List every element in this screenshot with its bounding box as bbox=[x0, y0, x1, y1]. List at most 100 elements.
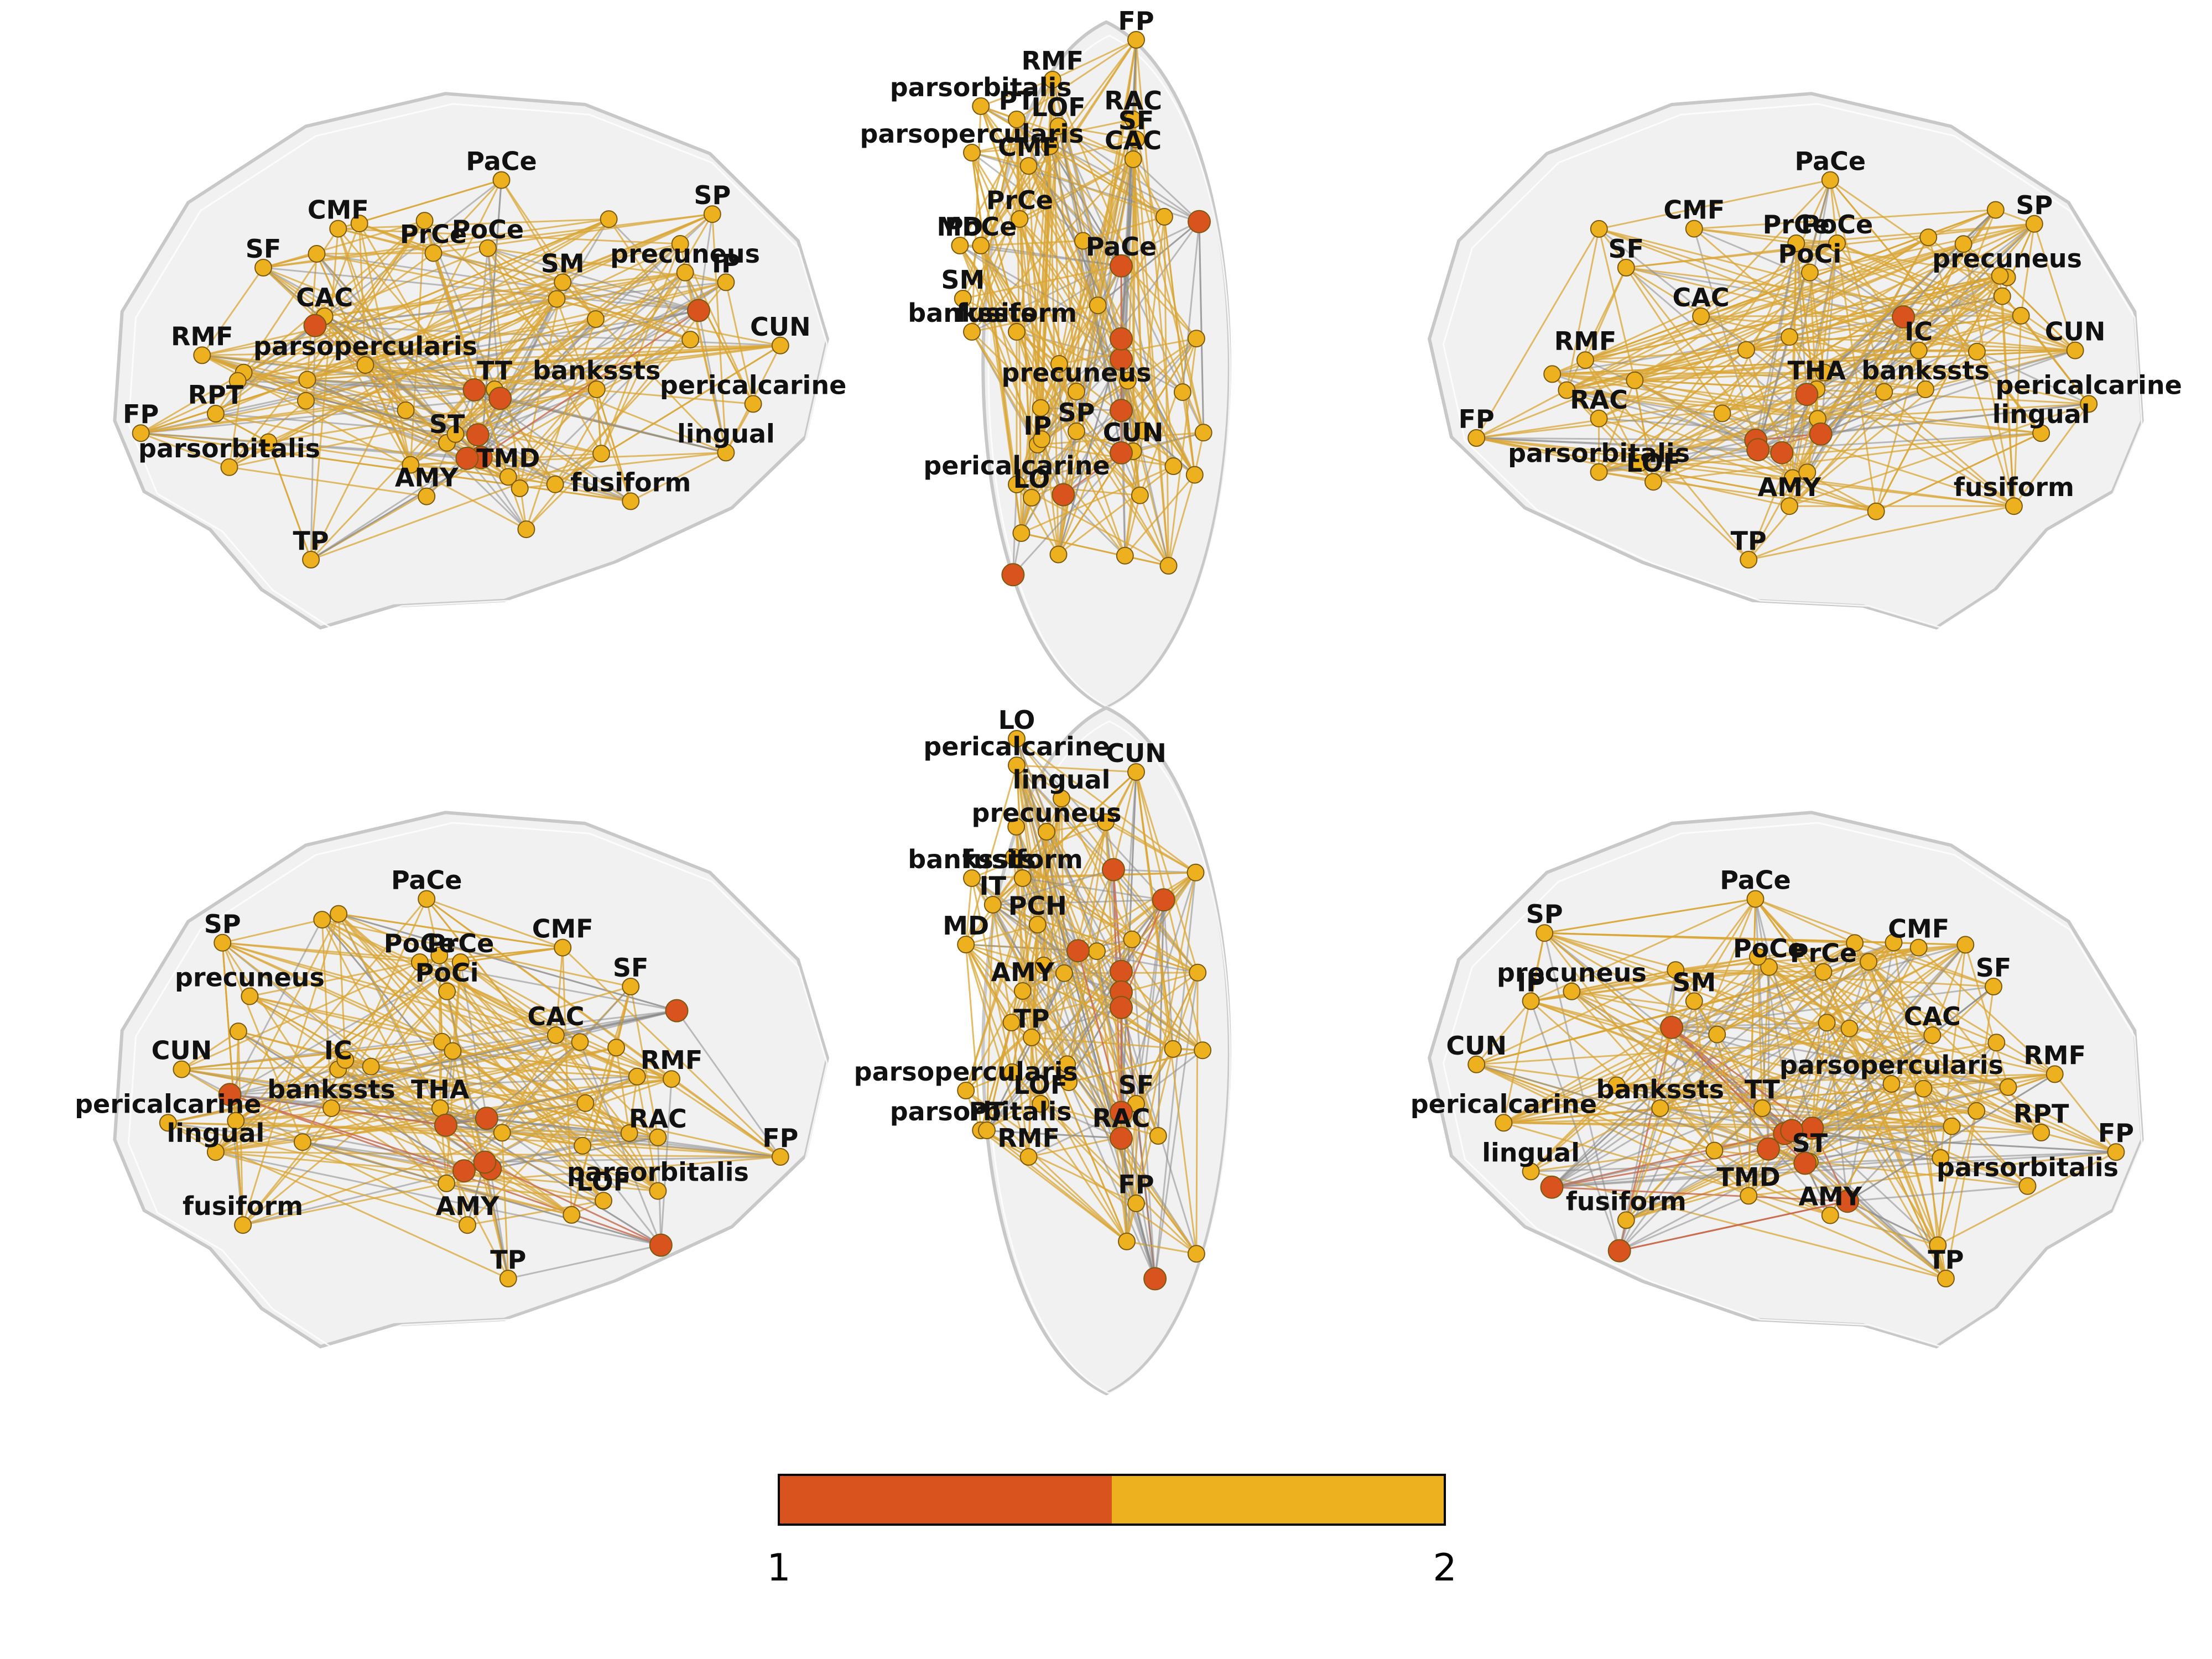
node-FP bbox=[132, 424, 150, 442]
region-label-TT: TT bbox=[477, 356, 512, 385]
network-edge bbox=[140, 397, 501, 434]
network-edge bbox=[980, 1129, 1137, 1204]
region-label-RAC: RAC bbox=[1570, 385, 1628, 415]
node-MD bbox=[957, 936, 975, 953]
network-edge bbox=[316, 252, 434, 255]
node-PrCe bbox=[451, 953, 470, 971]
region-label-THA: THA bbox=[1787, 356, 1846, 385]
region-label-IP: IP bbox=[1517, 967, 1545, 997]
network-edge bbox=[1097, 39, 1137, 306]
network-edge bbox=[324, 272, 685, 317]
node bbox=[687, 299, 710, 322]
network-edge bbox=[1945, 1110, 1977, 1279]
region-label-CAC: CAC bbox=[1673, 283, 1730, 312]
region-label-precuneus: precuneus bbox=[175, 963, 325, 993]
network-edge bbox=[959, 245, 1039, 445]
node bbox=[1991, 267, 2009, 285]
network-edge bbox=[1476, 437, 1756, 441]
region-label-SM: SM bbox=[541, 248, 585, 278]
network-edge bbox=[237, 1030, 332, 1109]
network-edge bbox=[1016, 738, 1164, 901]
network-edge bbox=[140, 379, 308, 434]
network-edge bbox=[202, 272, 685, 356]
region-label-ST: ST bbox=[1792, 1128, 1828, 1158]
network-edge bbox=[1028, 1156, 1127, 1243]
node bbox=[1705, 1141, 1724, 1160]
node bbox=[620, 1124, 638, 1142]
network-edge bbox=[1016, 764, 1137, 773]
network-edge bbox=[1653, 418, 1818, 483]
region-label-CMF: CMF bbox=[1888, 914, 1949, 944]
node bbox=[1116, 546, 1134, 565]
node bbox=[1757, 1137, 1780, 1161]
brain-gyri-highlight bbox=[127, 822, 828, 1348]
network-edge bbox=[1530, 932, 1545, 1001]
region-label-PrCe: PrCe bbox=[986, 185, 1053, 215]
network-edge bbox=[615, 1047, 631, 1134]
region-label-parsopercularis: parsopercularis bbox=[854, 1057, 1078, 1087]
network-edge bbox=[221, 942, 332, 1109]
node bbox=[1892, 305, 1916, 328]
network-edge bbox=[1693, 228, 2015, 507]
node-SF bbox=[254, 259, 272, 276]
network-edge bbox=[1566, 389, 1818, 420]
node-PT bbox=[1008, 111, 1026, 128]
network-edge bbox=[262, 267, 448, 444]
network-edge bbox=[1068, 1049, 1203, 1083]
network-edge bbox=[1037, 444, 1126, 556]
network-edge bbox=[358, 223, 366, 366]
network-edge bbox=[1040, 146, 1051, 440]
network-edge bbox=[1544, 932, 2116, 1153]
node-CUN bbox=[173, 1060, 191, 1078]
region-label-SP: SP bbox=[2016, 190, 2053, 220]
nodes bbox=[951, 31, 1212, 587]
region-label-PrCe: PrCe bbox=[1763, 210, 1830, 239]
network-edge bbox=[1619, 1200, 1848, 1252]
network-edge bbox=[337, 228, 563, 283]
network-edge bbox=[971, 877, 1079, 952]
network-edge bbox=[555, 947, 564, 1036]
node bbox=[1846, 934, 1864, 952]
network-edge bbox=[1016, 483, 1169, 567]
network-edge bbox=[1163, 216, 1196, 475]
node bbox=[350, 215, 368, 233]
network-edge bbox=[229, 961, 461, 1095]
network-edge bbox=[263, 267, 501, 399]
network-edge bbox=[337, 1068, 604, 1202]
network-edge bbox=[1124, 495, 1141, 556]
region-label-PrCe: PrCe bbox=[400, 220, 467, 249]
network-edge bbox=[1634, 242, 1838, 382]
node-fusiform bbox=[622, 492, 640, 510]
node bbox=[336, 1051, 355, 1069]
network-edge bbox=[965, 1089, 1197, 1255]
region-label-MD: MD bbox=[936, 212, 983, 242]
network-edge bbox=[1747, 389, 1818, 560]
network-edge bbox=[1599, 448, 1758, 473]
node-PrCe bbox=[424, 244, 443, 262]
network-edge bbox=[501, 1041, 581, 1134]
network-edge bbox=[1168, 338, 1198, 566]
network-edge bbox=[980, 79, 1053, 107]
network-edge bbox=[140, 218, 610, 434]
network-edge bbox=[1551, 1022, 1828, 1188]
node bbox=[1737, 341, 1755, 359]
network-edge bbox=[1037, 444, 1174, 467]
node-pericalcarine bbox=[159, 1114, 177, 1132]
network-edge bbox=[338, 218, 609, 230]
brain-outline bbox=[113, 811, 829, 1349]
region-label-CUN: CUN bbox=[2045, 317, 2106, 347]
node bbox=[1708, 1025, 1726, 1044]
node bbox=[229, 1022, 247, 1041]
node bbox=[1875, 383, 1893, 401]
node-LOF bbox=[1032, 1095, 1050, 1113]
region-label-pericalcarine: pericalcarine bbox=[1411, 1089, 1597, 1119]
network-edge bbox=[1105, 822, 1128, 1241]
network-edge bbox=[263, 267, 726, 453]
region-label-PaCe: PaCe bbox=[391, 865, 462, 895]
network-edge bbox=[1846, 1042, 1997, 1202]
network-edge bbox=[1693, 1000, 1769, 1150]
network-edge bbox=[1139, 338, 1198, 496]
